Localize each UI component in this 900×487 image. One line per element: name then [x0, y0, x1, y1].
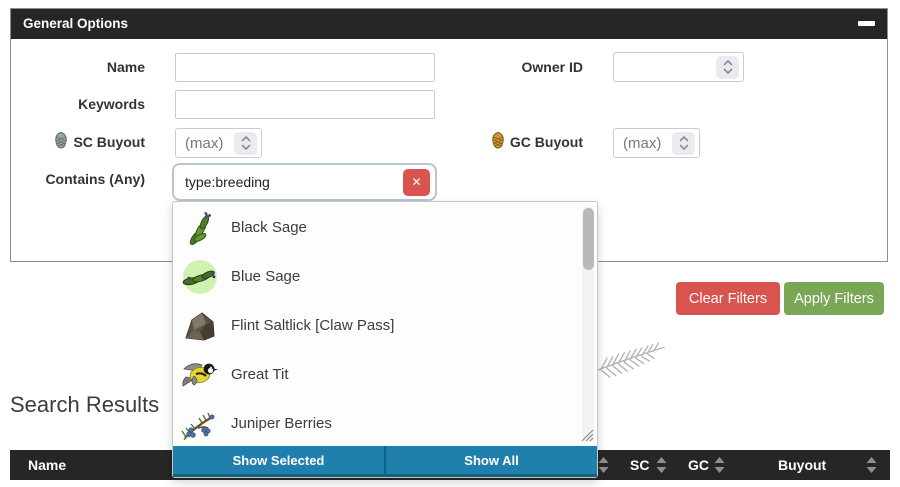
- gc-buyout-label: GC Buyout: [509, 133, 583, 150]
- sc-buyout-input[interactable]: [176, 134, 234, 152]
- list-item[interactable]: Juniper Berries: [173, 399, 597, 446]
- number-spinner-icon[interactable]: [672, 131, 695, 155]
- item-label: Blue Sage: [231, 268, 301, 285]
- panel-title: General Options: [23, 16, 129, 31]
- owner-id-input[interactable]: [614, 58, 716, 76]
- item-label: Flint Saltlick [Claw Pass]: [231, 317, 395, 334]
- name-label: Name: [106, 59, 145, 75]
- gold-cone-icon: [490, 131, 506, 152]
- sort-arrows-icon[interactable]: [598, 457, 609, 473]
- show-selected-button[interactable]: Show Selected: [173, 446, 384, 474]
- collapse-minus-icon[interactable]: [858, 21, 875, 26]
- gc-buyout-label-row: GC Buyout: [450, 131, 583, 152]
- panel-header: General Options: [11, 9, 887, 39]
- column-header-buyout[interactable]: Buyout: [778, 457, 827, 473]
- owner-id-field: [613, 52, 744, 82]
- item-label: Juniper Berries: [231, 415, 332, 432]
- sort-arrows-icon[interactable]: [656, 457, 667, 473]
- sort-arrows-icon[interactable]: [866, 457, 877, 473]
- flint-saltlick-icon: [179, 305, 221, 347]
- number-spinner-icon[interactable]: [716, 55, 739, 79]
- gc-buyout-input[interactable]: [614, 134, 672, 152]
- list-item[interactable]: Blue Sage: [173, 252, 597, 301]
- apply-filters-button[interactable]: Apply Filters: [784, 282, 884, 315]
- dropdown-item-list: Black Sage: [173, 202, 597, 446]
- item-label: Great Tit: [231, 366, 289, 383]
- contains-tag: type:breeding: [185, 174, 270, 190]
- column-header-name[interactable]: Name: [28, 457, 67, 473]
- contains-any-tag-input[interactable]: type:breeding ✕: [172, 163, 437, 201]
- remove-tag-button[interactable]: ✕: [403, 168, 430, 196]
- show-all-button[interactable]: Show All: [384, 446, 597, 474]
- item-label: Black Sage: [231, 219, 307, 236]
- juniper-berries-icon: [179, 403, 221, 445]
- list-item[interactable]: Great Tit: [173, 350, 597, 399]
- owner-id-label: Owner ID: [521, 59, 583, 75]
- column-header-sc[interactable]: SC: [630, 457, 650, 473]
- sc-buyout-field: [175, 128, 262, 158]
- column-header-gc[interactable]: GC: [688, 457, 709, 473]
- gc-buyout-field: [613, 128, 700, 158]
- great-tit-icon: [179, 354, 221, 396]
- dropdown-footer: Show Selected Show All: [173, 446, 597, 477]
- name-input[interactable]: [175, 53, 435, 82]
- list-item[interactable]: Flint Saltlick [Claw Pass]: [173, 301, 597, 350]
- sort-arrows-icon[interactable]: [714, 457, 725, 473]
- resize-handle-icon[interactable]: [579, 427, 594, 442]
- contains-any-label: Contains (Any): [45, 171, 145, 187]
- blue-sage-icon: [179, 256, 221, 298]
- sc-buyout-label: SC Buyout: [73, 133, 145, 150]
- contains-any-dropdown: Black Sage: [172, 201, 598, 478]
- clear-filters-button[interactable]: Clear Filters: [676, 282, 780, 315]
- dropdown-scrollbar-thumb[interactable]: [582, 208, 594, 270]
- number-spinner-icon[interactable]: [234, 131, 257, 155]
- keywords-label: Keywords: [78, 96, 145, 112]
- keywords-input[interactable]: [175, 90, 435, 119]
- silver-cone-icon: [53, 131, 69, 152]
- black-sage-icon: [179, 207, 221, 249]
- sc-buyout-label-row: SC Buyout: [10, 131, 145, 152]
- search-results-heading: Search Results: [10, 392, 160, 417]
- pine-branch-decoration: [591, 334, 669, 387]
- dropdown-scrollbar-track[interactable]: [582, 206, 594, 442]
- list-item[interactable]: Black Sage: [173, 203, 597, 252]
